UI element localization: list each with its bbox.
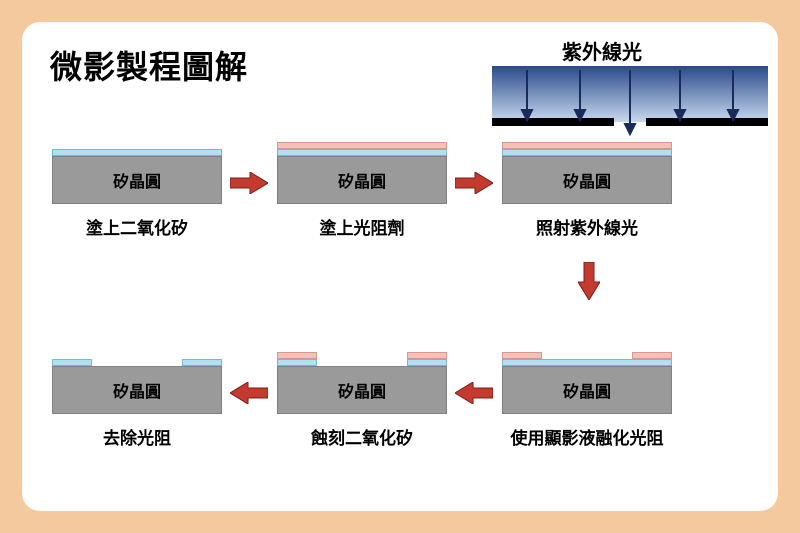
oxide-layer bbox=[52, 149, 222, 156]
inner-panel: 微影製程圖解 紫外線光 bbox=[22, 22, 778, 511]
resist-layer bbox=[277, 352, 317, 359]
step-6: 矽晶圓 去除光阻 bbox=[52, 352, 222, 449]
step-6-wafer: 矽晶圓 bbox=[52, 352, 222, 414]
arrow-right-icon bbox=[230, 172, 268, 194]
step-3-wafer: 矽晶圓 bbox=[502, 142, 672, 204]
step-1: 矽晶圓 塗上二氧化矽 bbox=[52, 142, 222, 239]
uv-light-icon bbox=[492, 66, 768, 136]
resist-layer bbox=[632, 352, 672, 359]
wafer-base: 矽晶圓 bbox=[277, 156, 447, 204]
oxide-layer bbox=[52, 359, 92, 366]
step-5: 矽晶圓 蝕刻二氧化矽 bbox=[277, 352, 447, 449]
step-4: 矽晶圓 使用顯影液融化光阻 bbox=[502, 352, 672, 449]
resist-layer bbox=[502, 142, 672, 149]
wafer-base: 矽晶圓 bbox=[52, 366, 222, 414]
oxide-layer bbox=[502, 359, 672, 366]
wafer-base: 矽晶圓 bbox=[502, 366, 672, 414]
step-2: 矽晶圓 塗上光阻劑 bbox=[277, 142, 447, 239]
oxide-layer bbox=[277, 359, 317, 366]
step-2-wafer: 矽晶圓 bbox=[277, 142, 447, 204]
arrow-down-icon bbox=[578, 262, 600, 300]
resist-layer bbox=[277, 142, 447, 149]
wafer-label: 矽晶圓 bbox=[563, 168, 611, 192]
arrow-left-icon bbox=[455, 382, 493, 404]
wafer-label: 矽晶圓 bbox=[338, 168, 386, 192]
oxide-layer bbox=[502, 149, 672, 156]
step-3: 矽晶圓 照射紫外線光 bbox=[502, 142, 672, 239]
oxide-layer bbox=[277, 149, 447, 156]
step-2-caption: 塗上光阻劑 bbox=[277, 214, 447, 239]
uv-light-region bbox=[492, 66, 768, 136]
step-3-caption: 照射紫外線光 bbox=[502, 214, 672, 239]
wafer-label: 矽晶圓 bbox=[563, 378, 611, 402]
wafer-base: 矽晶圓 bbox=[502, 156, 672, 204]
step-5-wafer: 矽晶圓 bbox=[277, 352, 447, 414]
step-1-wafer: 矽晶圓 bbox=[52, 142, 222, 204]
resist-layer bbox=[407, 352, 447, 359]
step-5-caption: 蝕刻二氧化矽 bbox=[277, 424, 447, 449]
arrow-right-icon bbox=[455, 172, 493, 194]
step-4-caption: 使用顯影液融化光阻 bbox=[502, 424, 672, 449]
wafer-label: 矽晶圓 bbox=[338, 378, 386, 402]
oxide-layer bbox=[407, 359, 447, 366]
oxide-layer bbox=[182, 359, 222, 366]
wafer-base: 矽晶圓 bbox=[277, 366, 447, 414]
resist-layer bbox=[502, 352, 542, 359]
uv-light-label: 紫外線光 bbox=[562, 36, 642, 65]
step-6-caption: 去除光阻 bbox=[52, 424, 222, 449]
step-1-caption: 塗上二氧化矽 bbox=[52, 214, 222, 239]
step-4-wafer: 矽晶圓 bbox=[502, 352, 672, 414]
arrow-left-icon bbox=[230, 382, 268, 404]
wafer-label: 矽晶圓 bbox=[113, 378, 161, 402]
wafer-base: 矽晶圓 bbox=[52, 156, 222, 204]
wafer-label: 矽晶圓 bbox=[113, 168, 161, 192]
diagram-title: 微影製程圖解 bbox=[50, 42, 248, 88]
outer-frame: 微影製程圖解 紫外線光 bbox=[0, 0, 800, 533]
